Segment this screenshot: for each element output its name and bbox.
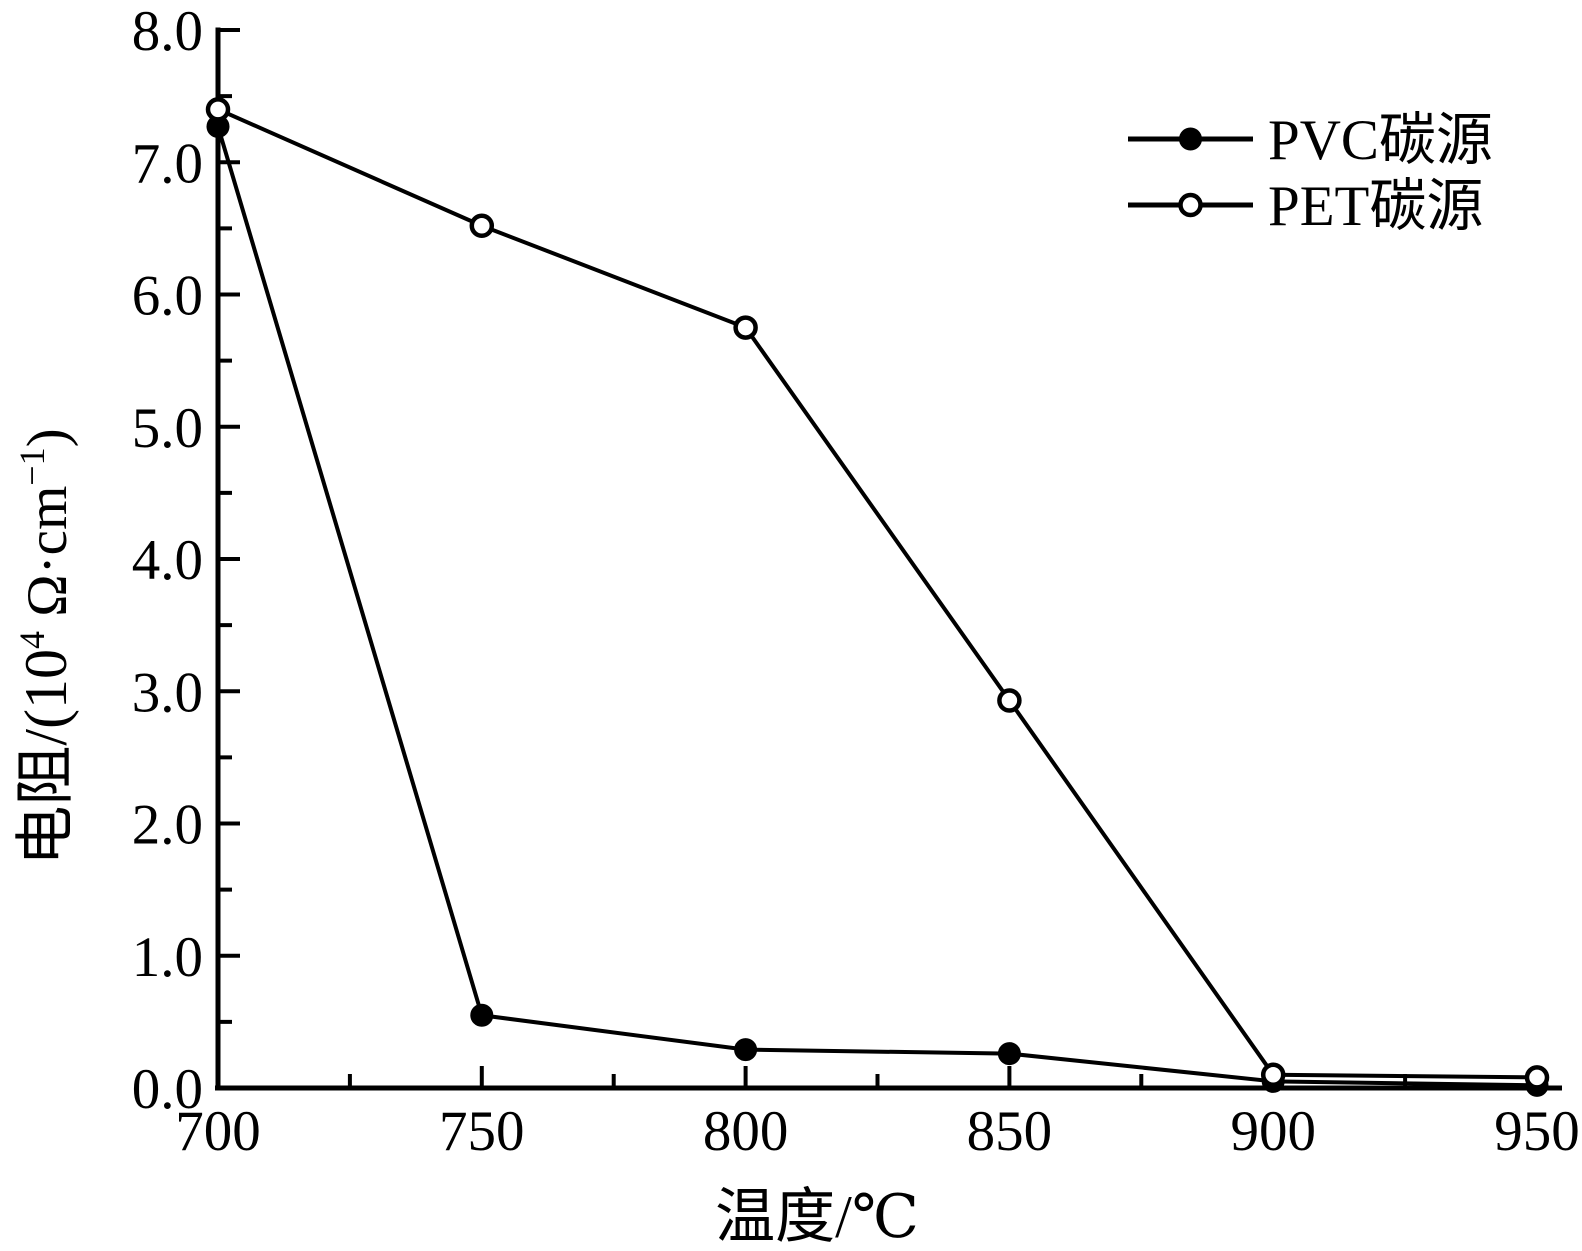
legend-label: PVC碳源 (1268, 109, 1493, 172)
legend-filled-circle-marker (1179, 127, 1202, 151)
y-tick-label: 8.0 (132, 0, 203, 63)
x-tick-label: 850 (967, 1100, 1053, 1163)
y-axis-label-units: Ω·cm (16, 486, 79, 631)
y-tick-label: 2.0 (132, 794, 203, 857)
legend-item: PVC碳源 (1128, 109, 1493, 172)
x-tick-label: 950 (1494, 1100, 1580, 1163)
y-axis-label-prefix: 电阻/(10 (13, 649, 79, 866)
legend-label: PET碳源 (1268, 175, 1483, 238)
legend-item: PET碳源 (1128, 175, 1483, 238)
series-1-line (217, 107, 1538, 1080)
series-1-marker (997, 688, 1022, 713)
series-1-marker (469, 213, 495, 238)
axes (215, 27, 1562, 1091)
legend-open-circle-marker (1178, 192, 1203, 218)
y-axis-label-superscript-exponent: 4 (12, 631, 52, 649)
series-0-marker (734, 1038, 758, 1062)
x-tick-label: 900 (1230, 1100, 1316, 1163)
series-1-marker (205, 97, 231, 122)
x-tick-label: 800 (703, 1100, 789, 1163)
data-series (205, 97, 1550, 1097)
y-tick-label: 5.0 (132, 397, 203, 460)
y-axis-label-close-paren: ) (16, 428, 79, 447)
y-axis-label-superscript-inverse: −1 (12, 447, 52, 485)
y-tick-label: 4.0 (132, 529, 203, 592)
series-0-marker (470, 1003, 494, 1027)
y-tick-label: 0.0 (132, 1058, 203, 1121)
y-tick-label: 3.0 (132, 661, 203, 724)
y-tick-label: 1.0 (132, 926, 203, 989)
y-tick-label: 7.0 (132, 132, 203, 195)
x-tick-label: 750 (439, 1100, 525, 1163)
series-1-marker (1260, 1062, 1286, 1088)
tick-labels: 700 750 800 850 900 950 0.0 1.0 2.0 3.0 4.0 5.0 6.0 7… (132, 0, 1580, 1163)
y-tick-label: 6.0 (132, 265, 203, 328)
series-0-marker (997, 1042, 1021, 1066)
series-1-marker (1524, 1065, 1550, 1090)
x-axis-label: 温度/℃ (715, 1184, 919, 1250)
series-0-line (216, 125, 1538, 1088)
y-axis-label: 电阻/(104 Ω·cm−1) (12, 428, 79, 865)
x-tick-label: 700 (175, 1100, 261, 1163)
series-1-marker (733, 315, 758, 340)
